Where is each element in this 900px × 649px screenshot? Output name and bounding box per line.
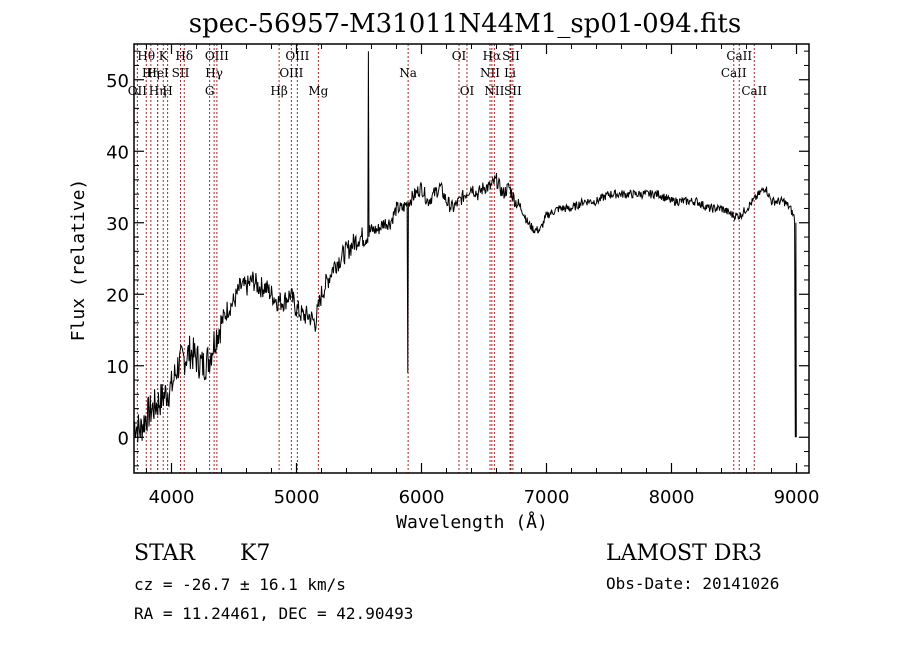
y-tick-label-4: 40	[106, 142, 129, 163]
line-label-7: SII	[172, 66, 190, 80]
line-label-24: SII	[504, 84, 522, 98]
line-label-22: Li	[504, 66, 516, 80]
line-label-8: Hδ	[175, 49, 193, 63]
coordinates-line: RA = 11.24461, DEC = 42.90493	[134, 604, 413, 623]
line-label-0: Hθ	[137, 49, 155, 63]
line-label-13: OIII	[279, 66, 303, 80]
spectrum-data	[133, 51, 797, 443]
line-label-1: OII	[128, 84, 148, 98]
line-label-27: CaII	[741, 84, 767, 98]
line-label-16: Na	[399, 66, 417, 80]
x-tick-label-2: 6000	[399, 487, 445, 508]
x-tick-label-1: 5000	[274, 487, 320, 508]
x-tick-label-3: 7000	[524, 487, 570, 508]
spectral-line-markers: HθOIIHηHeIHηKHSIIHδGHγOIIIHβOIIIOIIIMgNa…	[128, 44, 767, 473]
y-axis-label: Flux (relative)	[68, 179, 89, 342]
spectrum-series	[133, 51, 797, 443]
line-label-17: OI	[452, 49, 467, 63]
chart-title: spec-56957-M31011N44M1_sp01-094.fits	[189, 9, 741, 39]
line-label-2: Hη	[142, 66, 160, 80]
plot-frame	[133, 43, 810, 474]
line-label-21: NII	[484, 84, 504, 98]
object-subclass: K7	[240, 541, 270, 566]
line-label-12: Hβ	[270, 84, 287, 98]
line-label-19: NII	[480, 66, 500, 80]
redshift-line: cz = -26.7 ± 16.1 km/s	[134, 575, 346, 594]
object-class: STAR	[134, 541, 196, 566]
line-label-11: OIII	[205, 49, 229, 63]
line-label-10: Hγ	[205, 66, 223, 80]
line-label-25: CaII	[721, 66, 747, 80]
line-label-26: CaII	[726, 49, 752, 63]
y-tick-label-2: 20	[106, 285, 129, 306]
line-label-5: K	[159, 49, 169, 63]
line-label-15: Mg	[308, 84, 328, 98]
y-tick-label-3: 30	[106, 214, 129, 235]
survey-label: LAMOST DR3	[606, 541, 762, 566]
y-tick-label-1: 10	[106, 357, 129, 378]
line-label-6: H	[162, 84, 172, 98]
x-tick-label-4: 8000	[649, 487, 695, 508]
line-label-4: Hη	[149, 84, 167, 98]
x-axis-label: Wavelength (Å)	[396, 511, 548, 533]
line-label-18: OI	[460, 84, 475, 98]
observation-date: Obs-Date: 20141026	[606, 574, 779, 593]
y-tick-label-0: 0	[118, 428, 129, 449]
line-label-20: Hα	[483, 49, 502, 63]
x-tick-label-5: 9000	[774, 487, 820, 508]
axes: 4000 5000 6000 7000 8000 9000 0 10 20 30 40 50	[106, 44, 819, 508]
x-tick-label-0: 4000	[149, 487, 195, 508]
line-label-9: G	[205, 84, 215, 98]
line-label-23: SII	[502, 49, 520, 63]
line-label-14: OIII	[285, 49, 309, 63]
y-tick-label-5: 50	[106, 71, 129, 92]
